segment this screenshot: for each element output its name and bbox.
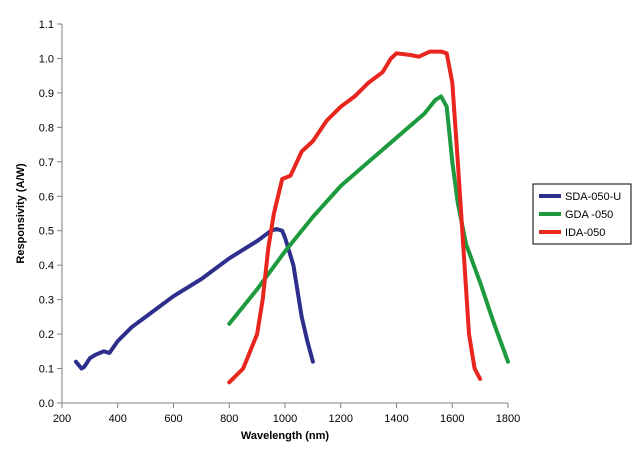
x-tick-label: 800 bbox=[220, 413, 238, 425]
legend-label: IDA-050 bbox=[565, 227, 605, 239]
x-tick-label: 600 bbox=[164, 413, 182, 425]
y-tick-label: 0.6 bbox=[39, 191, 54, 203]
series-line-3 bbox=[227, 49, 483, 385]
x-tick-label: 1800 bbox=[496, 413, 520, 425]
y-tick-label: 0.5 bbox=[39, 226, 54, 238]
x-axis-title: Wavelength (nm) bbox=[241, 430, 330, 442]
x-tick-label: 1000 bbox=[273, 413, 297, 425]
x-tick-label: 400 bbox=[109, 413, 127, 425]
y-tick-label: 0.0 bbox=[39, 398, 54, 410]
series-line-2 bbox=[227, 94, 510, 364]
series-line-1 bbox=[73, 227, 315, 371]
y-tick-label: 0.3 bbox=[39, 295, 54, 307]
x-tick-label: 1600 bbox=[440, 413, 464, 425]
y-axis-title: Responsivity (A/W) bbox=[15, 163, 27, 264]
y-tick-label: 0.4 bbox=[39, 260, 54, 272]
y-axis: 0.0 0.1 0.2 0.3 0.4 0.5 0.6 0.7 0.8 0.9 1.0 1.1 bbox=[39, 19, 63, 410]
y-tick-label: 0.2 bbox=[39, 329, 54, 341]
y-tick-label: 0.7 bbox=[39, 157, 54, 169]
x-axis: 200 400 600 800 1000 1200 1400 1600 1800 bbox=[53, 402, 520, 425]
y-tick-label: 1.1 bbox=[39, 19, 54, 31]
y-tick-label: 0.1 bbox=[39, 364, 54, 376]
y-tick-label: 0.8 bbox=[39, 122, 54, 134]
x-tick-label: 1400 bbox=[384, 413, 408, 425]
y-tick-label: 0.9 bbox=[39, 88, 54, 100]
series-lines bbox=[73, 49, 510, 385]
legend: SDA-050-U GDA -050 IDA-050 bbox=[532, 183, 632, 245]
x-tick-label: 200 bbox=[53, 413, 71, 425]
y-tick-label: 1.0 bbox=[39, 53, 54, 65]
legend-label: SDA-050-U bbox=[565, 191, 621, 203]
legend-label: GDA -050 bbox=[565, 209, 613, 221]
x-tick-label: 1200 bbox=[329, 413, 353, 425]
